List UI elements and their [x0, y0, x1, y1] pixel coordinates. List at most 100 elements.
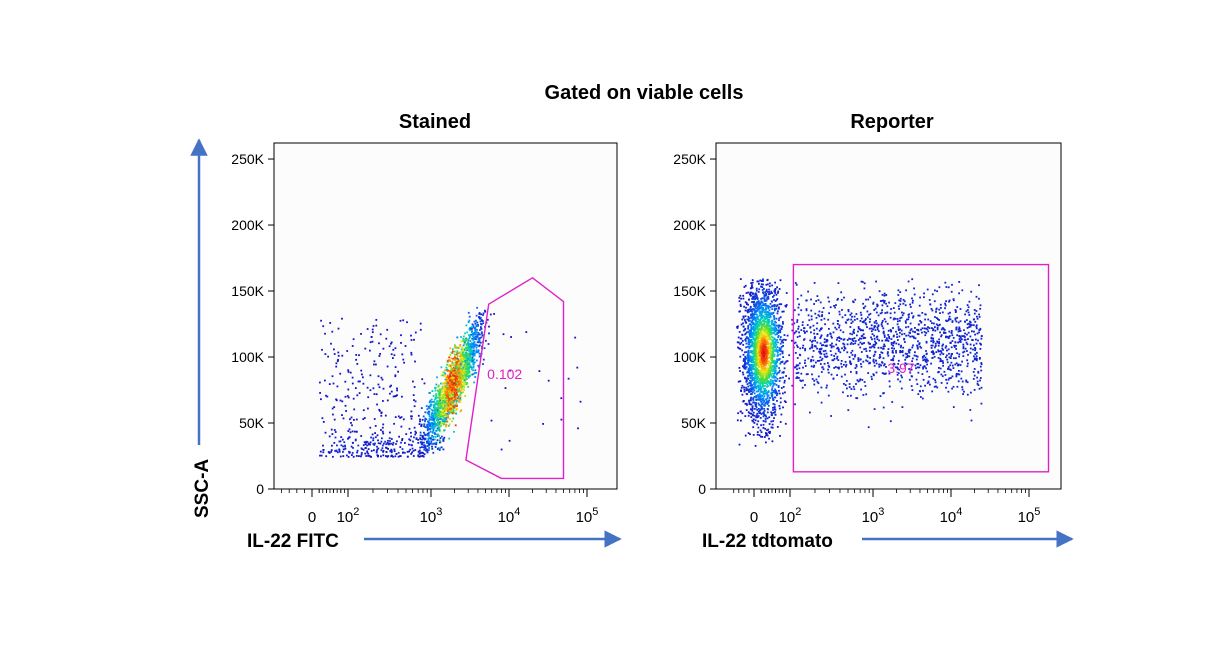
event-dot [476, 329, 478, 331]
event-dot [356, 394, 359, 397]
event-dot [421, 443, 424, 446]
event-dot [439, 437, 442, 439]
event-dot [432, 400, 435, 403]
event-dot [418, 449, 421, 452]
event-dot [425, 426, 428, 429]
event-dot [772, 399, 775, 401]
event-dot [432, 431, 435, 433]
event-dot [419, 328, 422, 331]
event-dot [474, 361, 476, 364]
event-dot [444, 380, 447, 383]
event-dot [482, 322, 485, 325]
event-dot [904, 362, 907, 365]
event-dot [420, 407, 423, 409]
event-dot [757, 381, 760, 384]
event-dot [360, 453, 363, 456]
event-dot [751, 406, 754, 408]
event-dot [330, 428, 333, 431]
event-dot [424, 447, 427, 450]
event-dot [755, 402, 757, 404]
event-dot [442, 420, 445, 423]
event-dot [468, 347, 470, 350]
event-dot [477, 323, 479, 326]
event-dot [872, 301, 875, 304]
event-dot [958, 338, 961, 340]
event-dot [450, 399, 453, 402]
event-dot [408, 427, 411, 430]
event-dot [755, 370, 758, 373]
event-dot [761, 347, 764, 349]
event-dot [764, 313, 767, 316]
event-dot [319, 392, 321, 394]
event-dot [753, 414, 756, 417]
y-tick-label: 250K [231, 151, 264, 167]
event-dot [355, 430, 358, 433]
event-dot [440, 405, 443, 407]
event-dot [378, 408, 381, 411]
event-dot [445, 410, 447, 413]
event-dot [427, 437, 430, 440]
event-dot [911, 360, 913, 363]
y-tick-label: 50K [681, 415, 707, 431]
event-dot [745, 342, 748, 345]
event-dot [427, 410, 430, 413]
event-dot [454, 393, 457, 396]
event-dot [462, 383, 464, 386]
event-dot [475, 325, 478, 328]
event-dot [750, 308, 753, 311]
event-dot [341, 414, 343, 416]
event-dot [470, 333, 473, 336]
event-dot [322, 449, 325, 451]
event-dot [367, 448, 370, 450]
event-dot [375, 319, 378, 321]
event-dot [959, 336, 962, 339]
event-dot [742, 358, 745, 360]
event-dot [748, 399, 751, 402]
event-dot [448, 403, 451, 405]
event-dot [765, 327, 768, 330]
event-dot [355, 354, 358, 356]
event-dot [750, 372, 752, 375]
event-dot [442, 448, 445, 451]
event-dot [749, 334, 751, 336]
event-dot [938, 286, 941, 289]
event-dot [452, 373, 455, 376]
event-dot [763, 378, 766, 381]
event-dot [817, 391, 819, 394]
event-dot [367, 442, 370, 445]
event-dot [460, 372, 463, 375]
event-dot [760, 311, 763, 314]
event-dot [744, 363, 747, 366]
event-dot [464, 378, 467, 381]
event-dot [478, 341, 480, 344]
event-dot [426, 442, 428, 444]
event-dot [776, 333, 778, 335]
event-dot [452, 378, 455, 381]
event-dot [452, 405, 454, 408]
event-dot [464, 360, 467, 362]
event-dot [773, 362, 776, 365]
event-dot [428, 401, 431, 404]
event-dot [475, 338, 478, 341]
event-dot [436, 427, 439, 430]
event-dot [344, 445, 346, 448]
event-dot [749, 397, 752, 400]
event-dot [577, 427, 579, 430]
event-dot [468, 336, 471, 339]
event-dot [488, 332, 490, 335]
event-dot [330, 449, 333, 451]
event-dot [760, 315, 763, 318]
event-dot [793, 342, 796, 345]
event-dot [754, 348, 757, 351]
event-dot [754, 329, 757, 332]
event-dot [502, 333, 505, 336]
event-dot [427, 442, 430, 445]
event-dot [475, 351, 477, 354]
event-dot [757, 318, 760, 321]
event-dot [448, 382, 451, 385]
event-dot [782, 376, 784, 379]
event-dot [412, 380, 414, 383]
event-dot [482, 320, 484, 322]
event-dot [449, 393, 452, 396]
event-dot [454, 368, 456, 371]
